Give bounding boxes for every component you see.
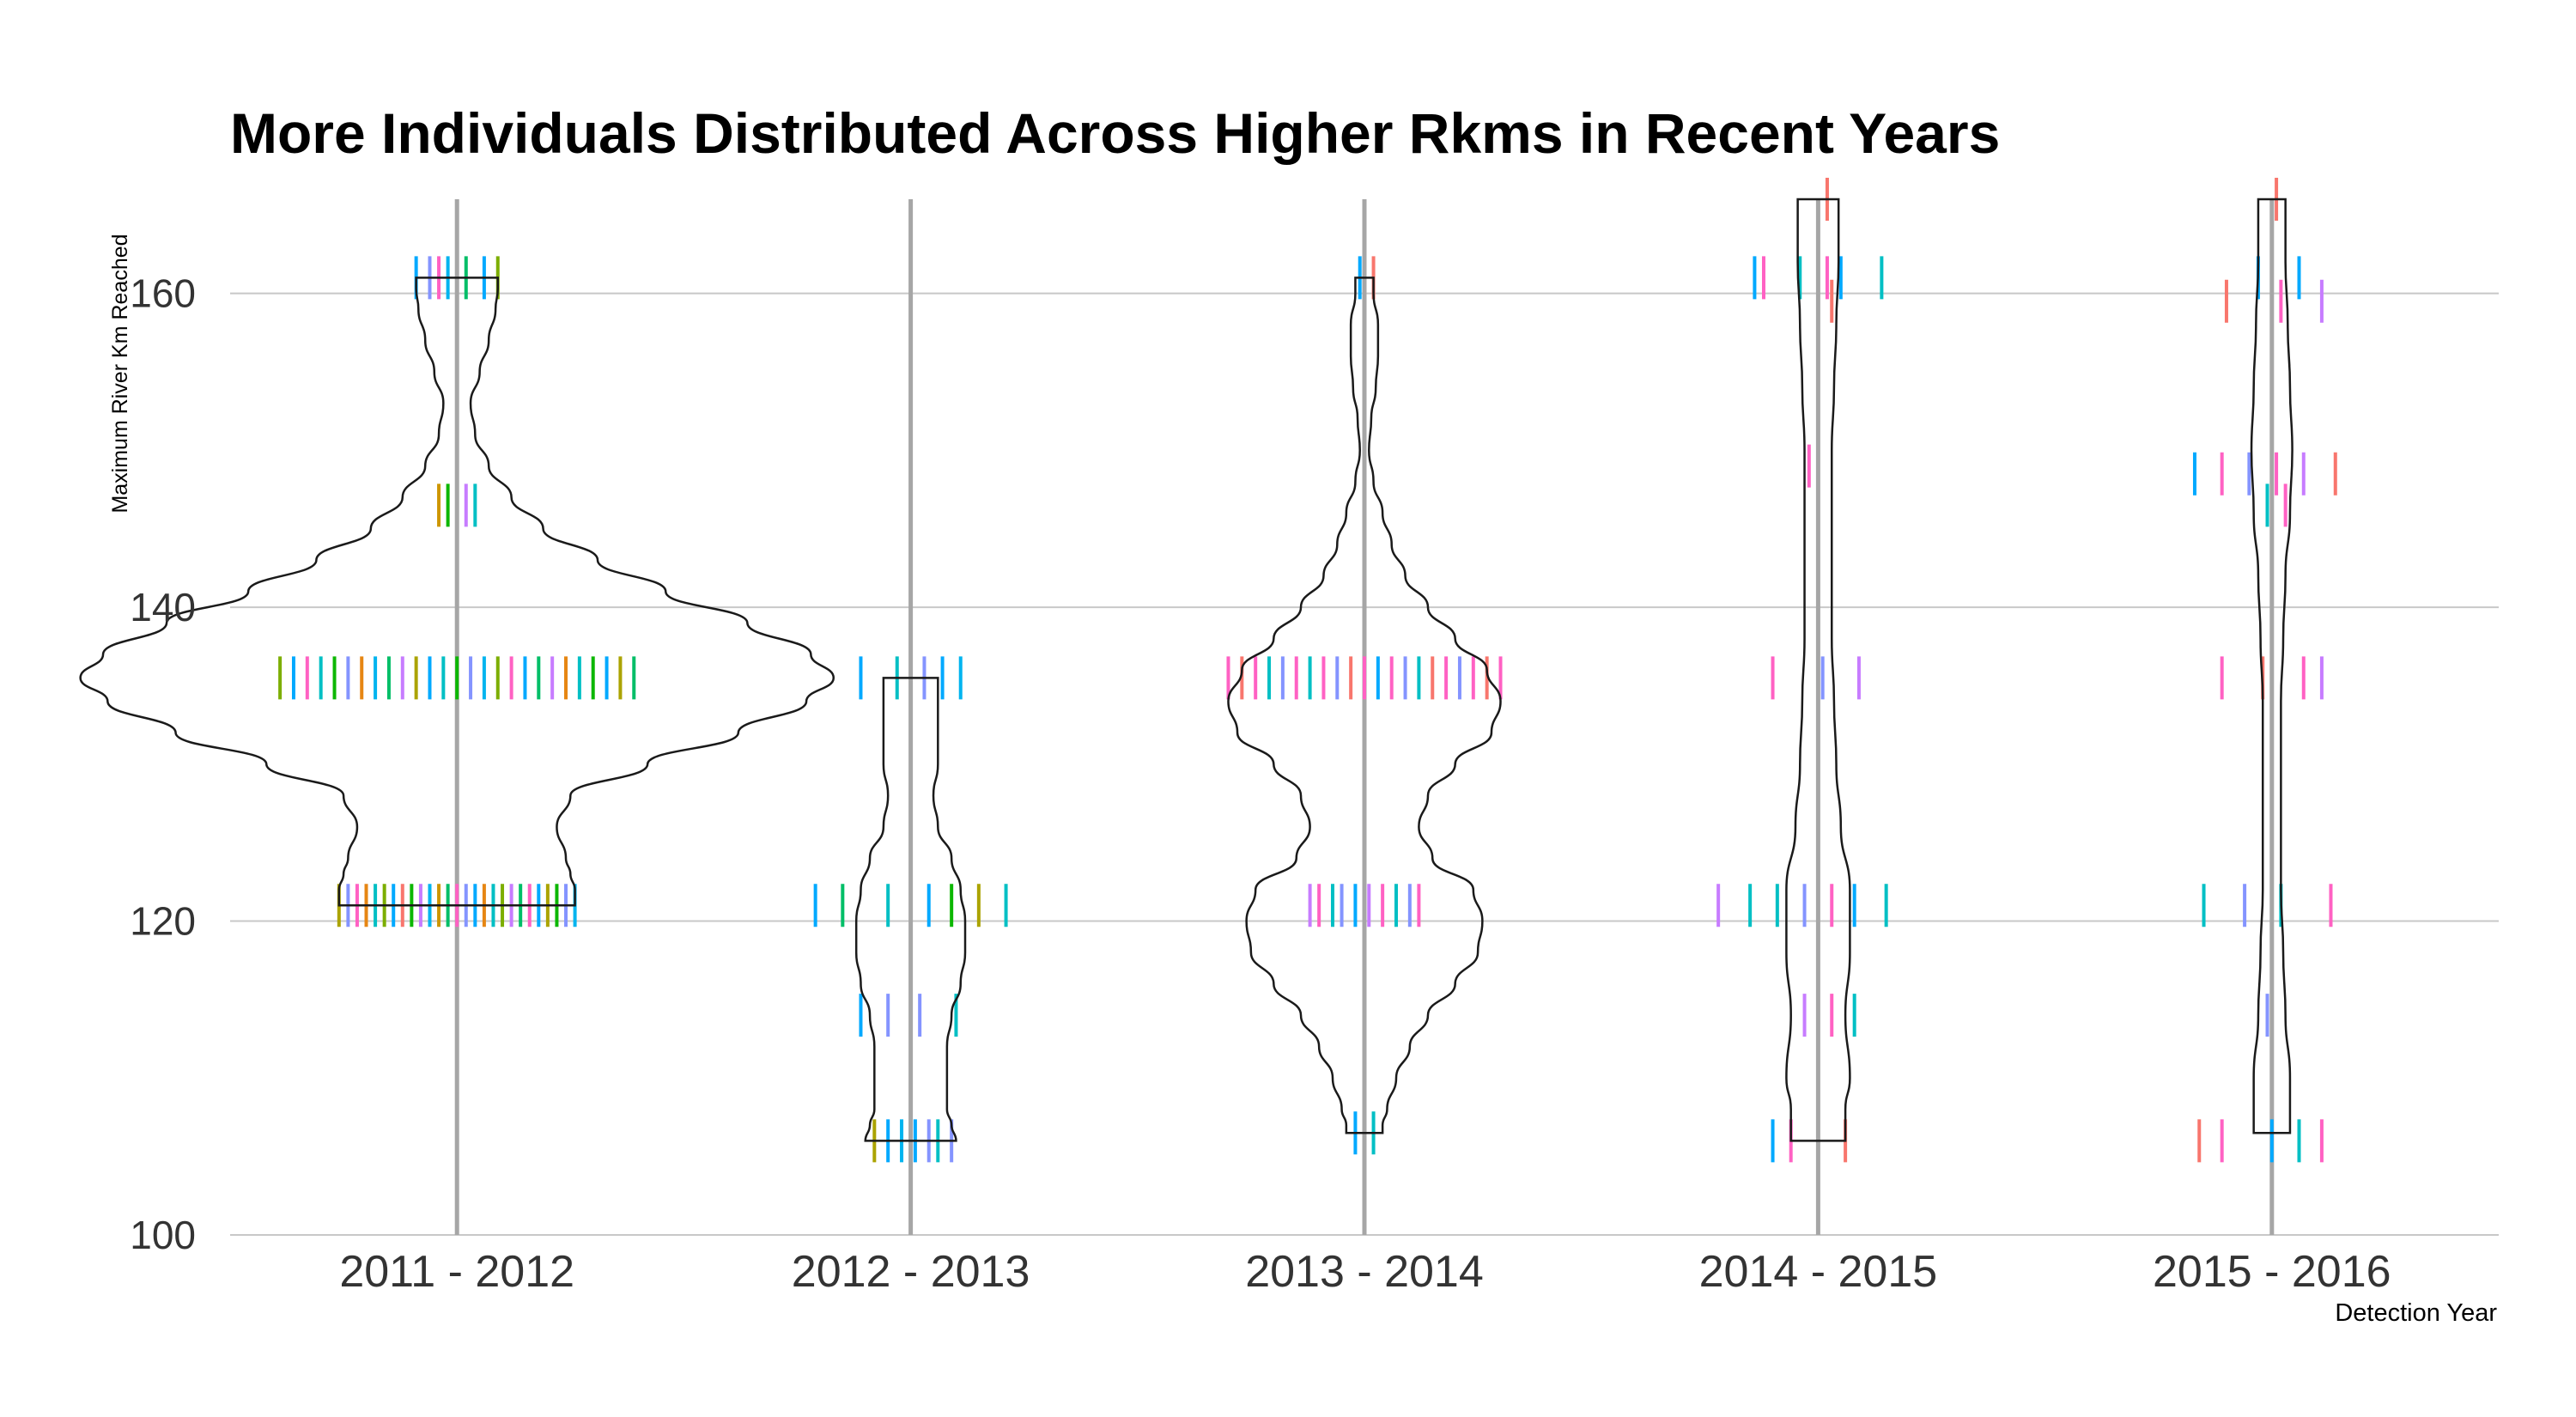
y-axis-label: Maximum River Km Reached [108,234,132,513]
chart-title: More Individuals Distributed Across High… [230,101,2000,165]
x-tick-label: 2015 - 2016 [2153,1247,2391,1297]
year-center-lines [454,199,2275,1235]
violin-3 [1785,198,1851,1142]
violin-0 [79,277,835,907]
x-tick-label: 2013 - 2014 [1245,1247,1484,1297]
violins [79,198,2293,1142]
y-tick-label: 100 [130,1213,196,1257]
violin-1 [854,677,967,1142]
violin-2 [1227,277,1502,1134]
x-tick-label: 2012 - 2013 [792,1247,1030,1297]
y-tick-label: 120 [130,899,196,944]
x-tick-label: 2014 - 2015 [1699,1247,1938,1297]
y-tick-label: 160 [130,271,196,316]
rug-ticks [278,178,2337,1163]
violin-4 [2250,198,2293,1134]
x-tick-label: 2011 - 2012 [339,1247,574,1297]
x-axis-ticks: 2011 - 2012 2012 - 2013 2013 - 2014 2014 - … [339,1247,2391,1297]
y-tick-label: 140 [130,585,196,629]
y-axis-ticks: 100 120 140 160 [130,271,196,1257]
x-axis-label: Detection Year [2335,1299,2497,1327]
